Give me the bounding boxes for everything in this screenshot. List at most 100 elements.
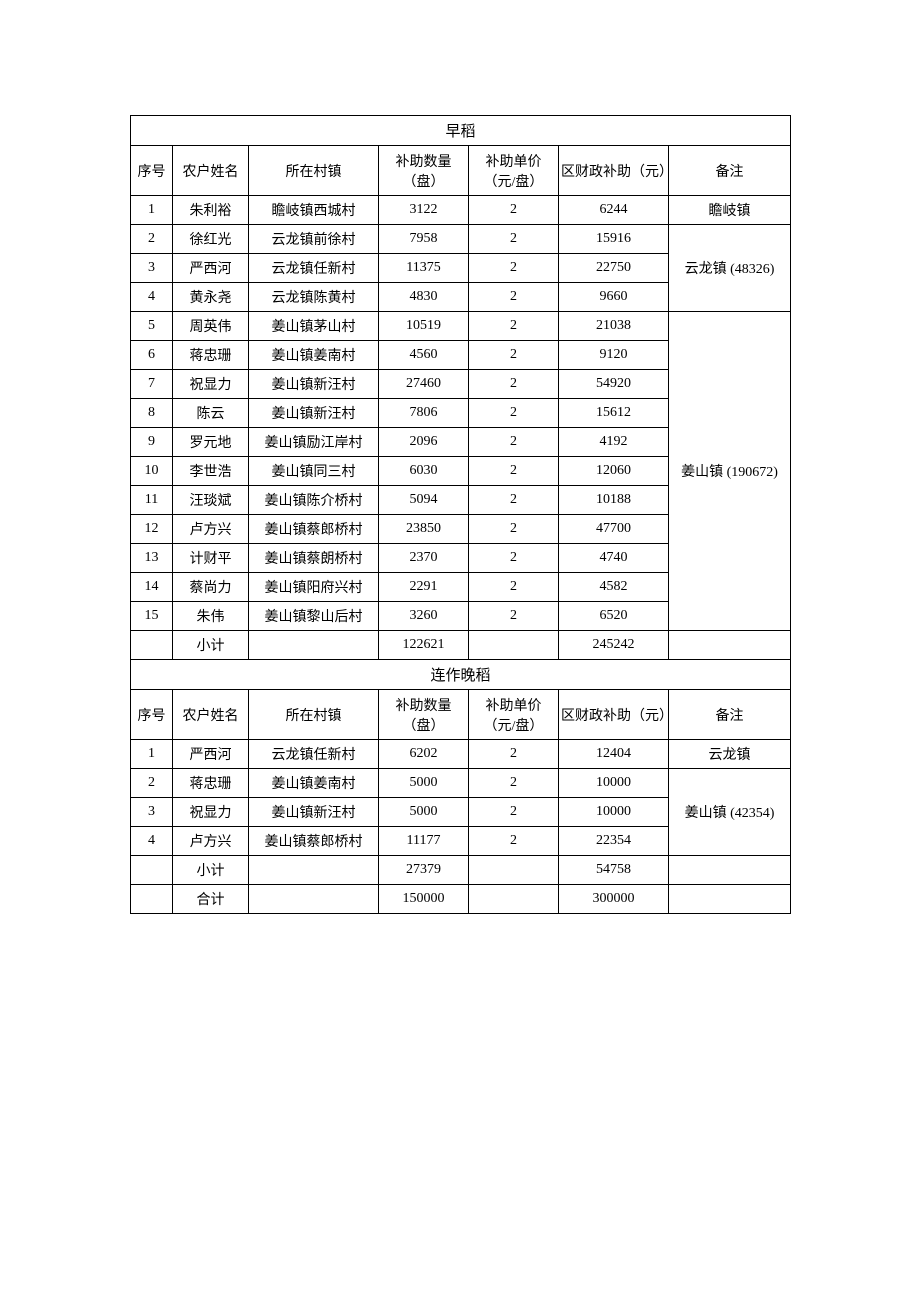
early-title: 早稻 [131, 116, 791, 146]
section-title-row: 连作晚稻 [131, 660, 791, 690]
cell-subsidy: 9120 [559, 341, 669, 370]
cell-price: 2 [469, 283, 559, 312]
table-row: 1 朱利裕 瞻岐镇西城村 3122 2 6244 瞻岐镇 [131, 196, 791, 225]
cell-name: 蒋忠珊 [173, 769, 249, 798]
cell-empty [131, 885, 173, 914]
cell-village: 云龙镇陈黄村 [249, 283, 379, 312]
cell-price: 2 [469, 312, 559, 341]
cell-remark: 瞻岐镇 [669, 196, 791, 225]
cell-qty: 6030 [379, 457, 469, 486]
cell-village: 姜山镇励江岸村 [249, 428, 379, 457]
cell-village: 瞻岐镇西城村 [249, 196, 379, 225]
cell-qty: 27460 [379, 370, 469, 399]
subtotal-label: 小计 [173, 856, 249, 885]
cell-subsidy: 9660 [559, 283, 669, 312]
cell-seq: 6 [131, 341, 173, 370]
table-row: 2 蒋忠珊 姜山镇姜南村 5000 2 10000 姜山镇 (42354) [131, 769, 791, 798]
cell-name: 祝显力 [173, 370, 249, 399]
subtotal-qty: 122621 [379, 631, 469, 660]
subsidy-table: 早稻 序号 农户姓名 所在村镇 补助数量（盘） 补助单价（元/盘） 区财政补助（… [130, 115, 791, 914]
col-price: 补助单价（元/盘） [469, 690, 559, 740]
cell-village: 云龙镇任新村 [249, 740, 379, 769]
cell-seq: 15 [131, 602, 173, 631]
cell-village: 姜山镇新汪村 [249, 370, 379, 399]
cell-subsidy: 10000 [559, 769, 669, 798]
cell-village: 姜山镇阳府兴村 [249, 573, 379, 602]
cell-empty [131, 631, 173, 660]
cell-price: 2 [469, 341, 559, 370]
cell-price: 2 [469, 740, 559, 769]
cell-remark: 姜山镇 (190672) [669, 312, 791, 631]
cell-name: 卢方兴 [173, 827, 249, 856]
cell-qty: 5000 [379, 798, 469, 827]
cell-price: 2 [469, 515, 559, 544]
table-row: 5 周英伟 姜山镇茅山村 10519 2 21038 姜山镇 (190672) [131, 312, 791, 341]
total-label: 合计 [173, 885, 249, 914]
cell-village: 姜山镇蔡郎桥村 [249, 515, 379, 544]
col-qty: 补助数量（盘） [379, 690, 469, 740]
col-subsidy: 区财政补助（元） [559, 690, 669, 740]
cell-name: 朱利裕 [173, 196, 249, 225]
cell-seq: 5 [131, 312, 173, 341]
cell-village: 姜山镇陈介桥村 [249, 486, 379, 515]
cell-village: 姜山镇姜南村 [249, 341, 379, 370]
cell-seq: 11 [131, 486, 173, 515]
table-row: 1 严西河 云龙镇任新村 6202 2 12404 云龙镇 [131, 740, 791, 769]
cell-subsidy: 6520 [559, 602, 669, 631]
cell-name: 计财平 [173, 544, 249, 573]
cell-qty: 10519 [379, 312, 469, 341]
cell-empty [669, 856, 791, 885]
cell-village: 姜山镇黎山后村 [249, 602, 379, 631]
cell-price: 2 [469, 399, 559, 428]
cell-qty: 4560 [379, 341, 469, 370]
col-remark: 备注 [669, 690, 791, 740]
cell-price: 2 [469, 370, 559, 399]
cell-remark: 姜山镇 (42354) [669, 769, 791, 856]
cell-empty [249, 631, 379, 660]
cell-seq: 4 [131, 283, 173, 312]
subtotal-row: 小计 122621 245242 [131, 631, 791, 660]
cell-seq: 8 [131, 399, 173, 428]
cell-subsidy: 12060 [559, 457, 669, 486]
cell-price: 2 [469, 428, 559, 457]
cell-subsidy: 10188 [559, 486, 669, 515]
cell-qty: 5000 [379, 769, 469, 798]
cell-empty [469, 856, 559, 885]
cell-seq: 13 [131, 544, 173, 573]
cell-subsidy: 54920 [559, 370, 669, 399]
cell-seq: 3 [131, 798, 173, 827]
cell-village: 姜山镇蔡朗桥村 [249, 544, 379, 573]
cell-qty: 11177 [379, 827, 469, 856]
header-row: 序号 农户姓名 所在村镇 补助数量（盘） 补助单价（元/盘） 区财政补助（元） … [131, 690, 791, 740]
cell-empty [469, 631, 559, 660]
col-remark: 备注 [669, 146, 791, 196]
cell-village: 姜山镇新汪村 [249, 798, 379, 827]
cell-subsidy: 22750 [559, 254, 669, 283]
cell-name: 罗元地 [173, 428, 249, 457]
cell-seq: 2 [131, 225, 173, 254]
col-village: 所在村镇 [249, 146, 379, 196]
late-title: 连作晚稻 [131, 660, 791, 690]
cell-name: 祝显力 [173, 798, 249, 827]
cell-qty: 2370 [379, 544, 469, 573]
subtotal-subsidy: 245242 [559, 631, 669, 660]
col-price: 补助单价（元/盘） [469, 146, 559, 196]
cell-village: 云龙镇任新村 [249, 254, 379, 283]
cell-qty: 4830 [379, 283, 469, 312]
total-qty: 150000 [379, 885, 469, 914]
cell-qty: 6202 [379, 740, 469, 769]
header-row: 序号 农户姓名 所在村镇 补助数量（盘） 补助单价（元/盘） 区财政补助（元） … [131, 146, 791, 196]
cell-name: 汪琰斌 [173, 486, 249, 515]
subtotal-qty: 27379 [379, 856, 469, 885]
cell-name: 卢方兴 [173, 515, 249, 544]
cell-subsidy: 10000 [559, 798, 669, 827]
cell-name: 黄永尧 [173, 283, 249, 312]
cell-price: 2 [469, 769, 559, 798]
cell-seq: 3 [131, 254, 173, 283]
cell-village: 姜山镇新汪村 [249, 399, 379, 428]
cell-subsidy: 12404 [559, 740, 669, 769]
cell-name: 陈云 [173, 399, 249, 428]
cell-empty [249, 885, 379, 914]
cell-qty: 23850 [379, 515, 469, 544]
cell-village: 云龙镇前徐村 [249, 225, 379, 254]
